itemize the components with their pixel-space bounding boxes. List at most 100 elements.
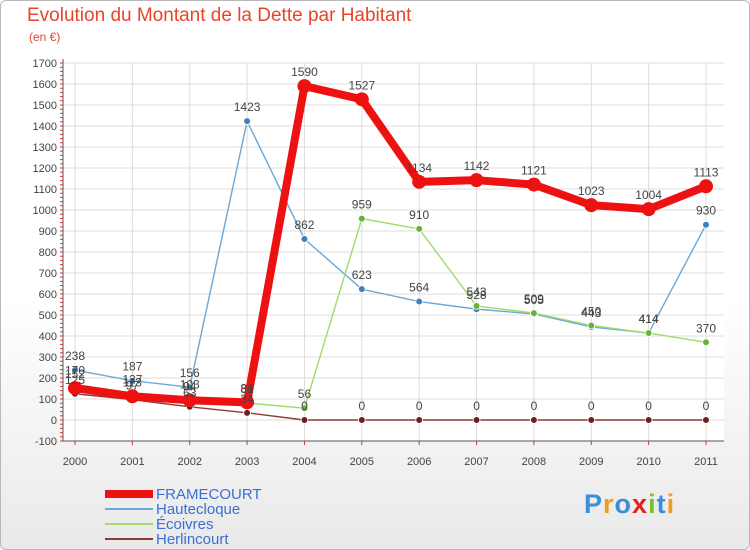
data-label-hautecloque: 1423 [234,100,261,114]
data-label-framecourt: 113 [123,375,142,389]
data-point-hautecloque [243,117,251,125]
y-tick-label: 1000 [33,205,57,217]
series-line-hautecloque [74,120,707,388]
series-line-herlincourt [74,393,707,421]
data-label-coivres: 170 [65,363,85,377]
series-line-framecourt [71,82,710,407]
chart-unit-label: (en €) [29,30,61,44]
data-point-framecourt [240,395,255,410]
data-label-framecourt: 1121 [521,164,547,178]
data-point-hautecloque [415,297,423,306]
data-point-herlincourt [358,416,366,424]
logo-letter: r [603,489,615,519]
y-tick-label: 1100 [33,184,57,196]
legend-label: Écoivres [156,516,214,533]
x-tick-label: 2005 [350,456,374,468]
data-point-coivres [702,338,710,347]
y-tick-label: 1300 [33,142,57,154]
proxiti-logo: Proxiti [584,489,675,520]
data-label-hautecloque: 930 [696,204,716,218]
x-tick-label: 2007 [464,456,488,468]
data-label-herlincourt: 0 [301,399,308,413]
data-point-framecourt [354,92,369,107]
data-label-herlincourt: 0 [703,399,710,413]
y-tick-label: 1500 [33,100,57,112]
data-point-hautecloque [185,383,194,392]
data-label-coivres: 450 [581,305,601,319]
y-tick-label: 500 [39,310,57,322]
data-label-hautecloque: 187 [122,360,142,374]
data-point-framecourt [641,202,656,217]
x-tick-label: 2002 [177,456,201,468]
logo-letter: t [656,489,667,519]
data-point-herlincourt [243,409,251,417]
data-label-hautecloque: 862 [294,218,314,232]
data-point-framecourt [125,389,140,404]
data-label-coivres: 959 [352,198,372,212]
logo-letter: i [648,489,657,519]
y-tick-label: 1600 [33,79,57,91]
data-point-framecourt [412,174,427,189]
y-tick-label: 200 [39,373,57,385]
data-point-framecourt [182,393,197,408]
data-label-hautecloque: 528 [467,288,487,302]
data-label-hautecloque: 414 [639,312,659,326]
data-label-hautecloque: 156 [180,366,200,380]
data-point-coivres [300,404,309,413]
x-tick-label: 2009 [579,456,603,468]
data-point-herlincourt [300,416,309,424]
data-label-herlincourt: 0 [416,399,423,413]
logo-letter: P [584,489,604,519]
y-tick-label: 1700 [33,58,57,70]
data-label-hautecloque: 443 [581,306,601,320]
data-point-coivres [644,329,653,337]
data-point-coivres [587,321,596,330]
data-point-herlincourt [415,416,423,424]
y-tick-label: 400 [39,331,57,343]
data-point-herlincourt [587,416,596,424]
y-tick-label: 300 [39,352,57,364]
data-point-herlincourt [644,416,653,424]
data-label-coivres: 543 [467,285,487,299]
x-tick-label: 2006 [407,456,431,468]
data-label-herlincourt: 97 [126,379,140,393]
data-label-coivres: 509 [524,292,544,306]
y-tick-label: 800 [39,247,57,259]
y-tick-label: 900 [39,226,57,238]
data-label-framecourt: 84 [240,381,254,395]
data-point-hautecloque [702,220,710,229]
data-label-coivres: 103 [180,377,200,391]
data-label-framecourt: 94 [183,379,197,393]
y-tick-label: 1400 [33,121,57,133]
data-point-hautecloque [300,235,309,243]
logo-letter: x [632,489,649,519]
data-label-framecourt: 1527 [348,78,375,92]
y-tick-label: 700 [39,268,57,280]
data-label-hautecloque: 623 [352,268,372,282]
data-label-hautecloque: 505 [524,293,544,307]
data-point-coivres [415,225,423,233]
data-point-framecourt [469,173,484,188]
x-tick-label: 2001 [120,456,144,468]
data-label-herlincourt: 0 [531,399,538,413]
data-point-hautecloque [128,376,137,385]
data-point-hautecloque [358,285,366,293]
y-tick-label: -100 [35,436,57,448]
x-tick-label: 2000 [63,456,87,468]
data-label-herlincourt: 0 [473,399,480,413]
data-label-herlincourt: 125 [65,373,85,387]
data-point-herlincourt [530,416,538,424]
legend-label: Hautecloque [156,501,240,518]
chart-title: Evolution du Montant de la Dette par Hab… [27,5,412,26]
data-point-coivres [472,302,481,310]
data-point-framecourt [297,79,312,94]
data-label-hautecloque: 564 [409,281,429,295]
data-label-framecourt: 1590 [291,65,318,79]
data-label-herlincourt: 63 [183,386,197,400]
data-point-framecourt [584,198,599,213]
data-label-herlincourt: 0 [588,399,595,413]
y-tick-label: 1200 [33,163,57,175]
data-label-coivres: 127 [122,372,142,386]
logo-letter: i [666,489,676,519]
